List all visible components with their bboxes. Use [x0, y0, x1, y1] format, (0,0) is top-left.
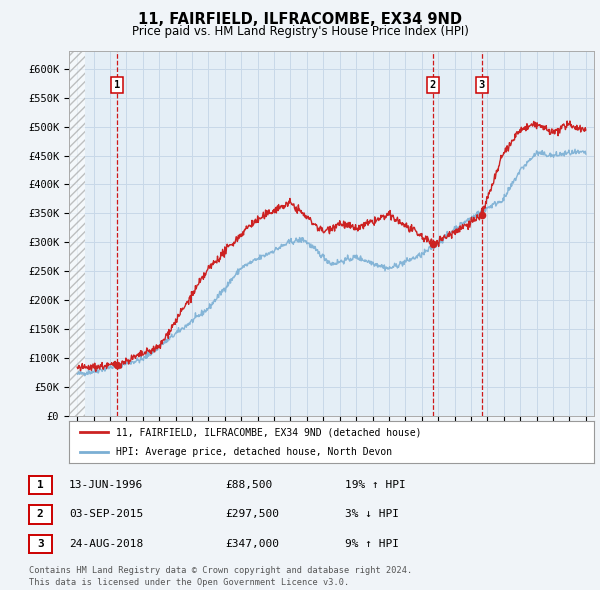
Text: 3: 3 — [37, 539, 44, 549]
Text: 11, FAIRFIELD, ILFRACOMBE, EX34 9ND: 11, FAIRFIELD, ILFRACOMBE, EX34 9ND — [138, 12, 462, 27]
Text: Price paid vs. HM Land Registry's House Price Index (HPI): Price paid vs. HM Land Registry's House … — [131, 25, 469, 38]
Text: 9% ↑ HPI: 9% ↑ HPI — [345, 539, 399, 549]
Text: 1: 1 — [37, 480, 44, 490]
Text: £297,500: £297,500 — [225, 510, 279, 519]
Text: 2: 2 — [37, 510, 44, 519]
Text: 19% ↑ HPI: 19% ↑ HPI — [345, 480, 406, 490]
Text: 24-AUG-2018: 24-AUG-2018 — [69, 539, 143, 549]
Text: HPI: Average price, detached house, North Devon: HPI: Average price, detached house, Nort… — [116, 447, 392, 457]
Text: 11, FAIRFIELD, ILFRACOMBE, EX34 9ND (detached house): 11, FAIRFIELD, ILFRACOMBE, EX34 9ND (det… — [116, 427, 422, 437]
Text: 3% ↓ HPI: 3% ↓ HPI — [345, 510, 399, 519]
Text: 2: 2 — [430, 80, 436, 90]
Text: £88,500: £88,500 — [225, 480, 272, 490]
Text: Contains HM Land Registry data © Crown copyright and database right 2024.
This d: Contains HM Land Registry data © Crown c… — [29, 566, 412, 587]
Text: 3: 3 — [478, 80, 485, 90]
Text: 03-SEP-2015: 03-SEP-2015 — [69, 510, 143, 519]
Text: 1: 1 — [114, 80, 121, 90]
Text: 13-JUN-1996: 13-JUN-1996 — [69, 480, 143, 490]
Text: £347,000: £347,000 — [225, 539, 279, 549]
Polygon shape — [69, 51, 85, 416]
